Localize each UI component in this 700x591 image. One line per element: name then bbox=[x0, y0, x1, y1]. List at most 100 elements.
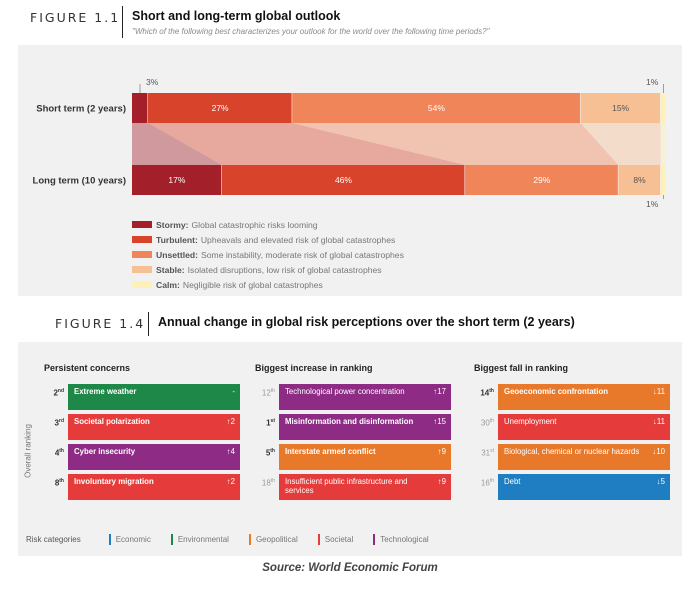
risk-box: Cyber insecurity ↑4 bbox=[68, 444, 240, 470]
risk-rank: 14th bbox=[474, 388, 494, 398]
connector-band bbox=[132, 123, 222, 165]
figure-number: FIGURE 1.4 bbox=[55, 316, 146, 331]
figure-title: Annual change in global risk perceptions… bbox=[158, 315, 575, 329]
ranking-column: Persistent concerns 2nd Extreme weather - 3r… bbox=[44, 360, 244, 504]
risk-label: Insufficient public infrastructure and s… bbox=[285, 477, 408, 495]
risk-category-item: Economic bbox=[108, 533, 151, 545]
outlook-stacked-bar-chart: Short term (2 years) 3% 27% 54% 15% 1% Long te… bbox=[33, 77, 666, 209]
legend-name: Calm: bbox=[156, 279, 180, 290]
risk-label: Geoeconomic confrontation bbox=[504, 387, 608, 396]
bar-segment bbox=[148, 93, 292, 123]
rank-suffix: st bbox=[490, 448, 494, 454]
risk-label: Societal polarization bbox=[74, 417, 150, 426]
legend-swatch bbox=[132, 236, 152, 243]
risk-label: Involuntary migration bbox=[74, 477, 154, 486]
risk-box: Technological power concentration ↑17 bbox=[279, 384, 451, 410]
risk-row: 1st Misinformation and disinformation ↑15 bbox=[255, 414, 455, 444]
rank-suffix: th bbox=[489, 418, 494, 424]
bar-segment bbox=[660, 165, 666, 195]
risk-rank: 31st bbox=[474, 448, 494, 458]
category-name: Geopolitical bbox=[255, 534, 298, 544]
legend-description: Upheavals and elevated risk of global ca… bbox=[200, 234, 396, 245]
rank-suffix: th bbox=[489, 388, 494, 394]
legend-item: Calm: Negligible risk of global catastrop… bbox=[132, 277, 404, 292]
rank-number: 18 bbox=[261, 478, 271, 488]
legend-swatch bbox=[132, 221, 152, 228]
legend-description: Isolated disruptions, low risk of global… bbox=[187, 264, 382, 275]
figure-1-1-header: FIGURE 1.1 Short and long-term global ou… bbox=[0, 0, 700, 44]
data-label: 29% bbox=[533, 175, 550, 185]
risk-row: 31st Biological, chemical or nuclear haza… bbox=[474, 444, 674, 474]
risk-label: Extreme weather bbox=[74, 387, 137, 396]
data-label: 8% bbox=[633, 175, 646, 185]
rank-number: 30 bbox=[480, 418, 490, 428]
figure-number: FIGURE 1.1 bbox=[30, 10, 121, 25]
risk-label: Cyber insecurity bbox=[74, 447, 136, 456]
risk-change: ↓11 bbox=[653, 417, 665, 426]
bar-segment bbox=[465, 165, 618, 195]
category-color-marker bbox=[373, 533, 376, 545]
risk-box: Debt ↓5 bbox=[498, 474, 670, 500]
data-label: 1% bbox=[646, 77, 659, 87]
risk-row: 16th Debt ↓5 bbox=[474, 474, 674, 504]
figure-1-4-header: FIGURE 1.4 Annual change in global risk … bbox=[0, 308, 700, 338]
rank-suffix: rd bbox=[59, 418, 64, 424]
rank-suffix: st bbox=[270, 418, 275, 424]
risk-row: 8th Involuntary migration ↑2 bbox=[44, 474, 244, 504]
risk-category-item: Technological bbox=[373, 533, 429, 545]
risk-rank: 2nd bbox=[44, 388, 64, 398]
connector-band bbox=[292, 123, 619, 165]
bar-segment bbox=[132, 93, 148, 123]
risk-label: Technological power concentration bbox=[285, 387, 405, 396]
category-name: Technological bbox=[380, 534, 429, 544]
risk-rank: 1st bbox=[255, 418, 275, 428]
risk-box: Biological, chemical or nuclear hazards ↓… bbox=[498, 444, 670, 470]
risk-change: ↑9 bbox=[437, 477, 446, 486]
risk-row: 4th Cyber insecurity ↑4 bbox=[44, 444, 244, 474]
risk-label: Unemployment bbox=[504, 417, 557, 426]
column-title: Biggest increase in ranking bbox=[255, 363, 373, 373]
rank-suffix: th bbox=[270, 478, 275, 484]
figure-divider bbox=[148, 312, 149, 336]
rank-number: 12 bbox=[261, 388, 271, 398]
bar-segment bbox=[132, 165, 222, 195]
risk-ranking-panel: Overall ranking Persistent concerns 2nd Ex… bbox=[18, 342, 682, 556]
risk-label: Interstate armed conflict bbox=[285, 447, 376, 456]
legend-item: Stable: Isolated disruptions, low risk of… bbox=[132, 262, 404, 277]
legend-description: Negligible risk of global catastrophes bbox=[182, 279, 323, 290]
legend-swatch bbox=[132, 281, 152, 288]
ranking-column: Biggest fall in ranking 14th Geoeconomic c… bbox=[474, 360, 674, 504]
risk-category-item: Environmental bbox=[170, 533, 229, 545]
risk-change: ↑2 bbox=[226, 477, 235, 486]
ranking-column: Biggest increase in ranking 12th Technolog… bbox=[255, 360, 455, 504]
rank-number: 5 bbox=[265, 448, 271, 458]
risk-row: 5th Interstate armed conflict ↑9 bbox=[255, 444, 455, 474]
risk-label: Debt bbox=[504, 477, 521, 486]
rank-number: 8 bbox=[54, 478, 60, 488]
category-name: Environmental bbox=[177, 534, 229, 544]
bar-segment bbox=[618, 165, 661, 195]
risk-box: Misinformation and disinformation ↑15 bbox=[279, 414, 451, 440]
category-name: Societal bbox=[324, 534, 354, 544]
bar-segment bbox=[292, 93, 580, 123]
risk-row: 14th Geoeconomic confrontation ↓11 bbox=[474, 384, 674, 414]
risk-box: Insufficient public infrastructure and s… bbox=[279, 474, 451, 500]
rank-suffix: th bbox=[270, 388, 275, 394]
category-color-marker bbox=[248, 533, 251, 545]
figure-subtitle: "Which of the following best characteriz… bbox=[132, 27, 490, 36]
risk-box: Unemployment ↓11 bbox=[498, 414, 670, 440]
legend-item: Turbulent: Upheavals and elevated risk of… bbox=[132, 232, 404, 247]
category-color-marker bbox=[108, 533, 111, 545]
rank-number: 1 bbox=[266, 418, 271, 428]
column-title: Biggest fall in ranking bbox=[474, 363, 569, 373]
data-label: 54% bbox=[428, 103, 445, 113]
legend-item: Unsettled: Some instability, moderate ris… bbox=[132, 247, 404, 262]
rank-suffix: nd bbox=[57, 388, 64, 394]
figure-title: Short and long-term global outlook bbox=[132, 9, 341, 23]
risk-change: ↑9 bbox=[437, 447, 446, 456]
row-label: Long term (10 years) bbox=[33, 176, 126, 187]
risk-categories-title: Risk categories bbox=[26, 534, 81, 544]
risk-change: ↑2 bbox=[226, 417, 235, 426]
risk-box: Geoeconomic confrontation ↓11 bbox=[498, 384, 670, 410]
risk-category-item: Societal bbox=[317, 533, 354, 545]
